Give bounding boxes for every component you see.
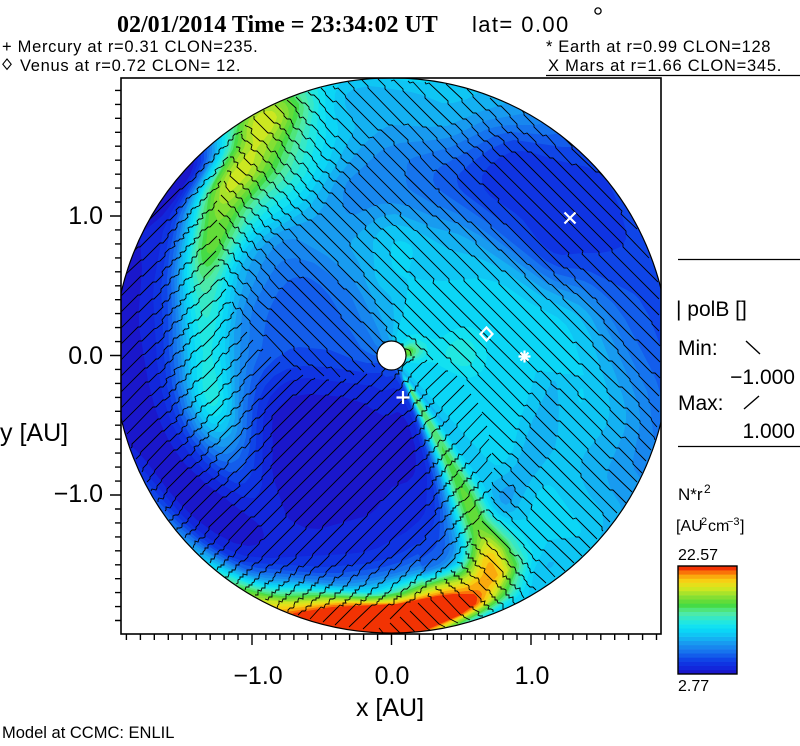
svg-text:0.0: 0.0 (68, 342, 103, 370)
svg-text:X Mars at r=1.66 CLON=345.: X Mars at r=1.66 CLON=345. (548, 57, 782, 75)
svg-text:* Earth at r=0.99 CLON=128: * Earth at r=0.99 CLON=128 (546, 38, 771, 56)
svg-text:22.57: 22.57 (678, 547, 718, 564)
svg-text:1.0: 1.0 (68, 202, 103, 230)
svg-text:−1.0: −1.0 (54, 480, 103, 508)
svg-text:Model at CCMC: ENLIL: Model at CCMC: ENLIL (2, 724, 174, 742)
svg-text:2: 2 (701, 516, 707, 528)
svg-text:[AU: [AU (676, 518, 703, 535)
svg-text:2: 2 (704, 482, 711, 496)
svg-text:Venus at r=0.72 CLON= 12.: Venus at r=0.72 CLON= 12. (20, 57, 241, 75)
svg-text:1.000: 1.000 (742, 420, 795, 443)
svg-text:N*r: N*r (678, 485, 703, 504)
svg-text:| polB []: | polB [] (676, 298, 747, 321)
svg-text:−1.000: −1.000 (730, 366, 795, 389)
svg-text:lat= 0.00: lat= 0.00 (472, 12, 570, 37)
svg-text:]: ] (740, 518, 744, 535)
svg-text:1.0: 1.0 (515, 662, 550, 690)
svg-text:x [AU]: x [AU] (356, 694, 424, 722)
svg-text:2.77: 2.77 (678, 678, 709, 695)
svg-text:+ Mercury at r=0.31 CLON=235.: + Mercury at r=0.31 CLON=235. (2, 38, 258, 56)
svg-text:Min:: Min: (678, 337, 718, 360)
svg-text:0.0: 0.0 (375, 662, 410, 690)
svg-text:y [AU]: y [AU] (0, 419, 68, 447)
svg-text:−3: −3 (727, 516, 740, 528)
svg-text:Max:: Max: (678, 392, 724, 415)
svg-text:cm: cm (708, 518, 729, 535)
svg-text:02/01/2014 Time = 23:34:02 UT: 02/01/2014 Time = 23:34:02 UT (117, 12, 438, 38)
svg-text:−1.0: −1.0 (233, 662, 282, 690)
